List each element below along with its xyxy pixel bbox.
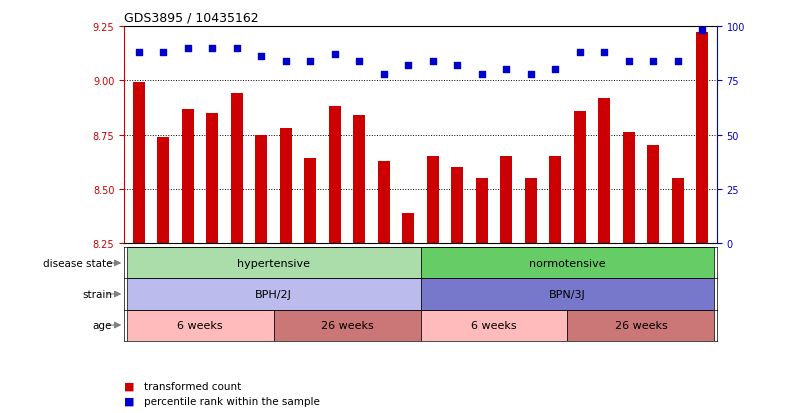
Bar — [280, 129, 292, 244]
Bar — [671, 178, 684, 244]
Text: GDS3895 / 10435162: GDS3895 / 10435162 — [124, 11, 259, 24]
Text: BPN/3J: BPN/3J — [549, 289, 586, 299]
Bar — [256, 135, 268, 244]
Point — [475, 71, 488, 78]
Text: percentile rank within the sample: percentile rank within the sample — [144, 396, 320, 406]
Point — [622, 58, 635, 65]
Bar — [525, 178, 537, 244]
Bar — [377, 161, 390, 244]
Point — [500, 67, 513, 74]
Bar — [598, 98, 610, 244]
Text: BPH/2J: BPH/2J — [256, 289, 292, 299]
Text: ■: ■ — [124, 396, 135, 406]
Point — [451, 63, 464, 69]
Bar — [622, 133, 635, 244]
Bar — [427, 157, 439, 244]
Bar — [127, 310, 274, 341]
Point — [426, 58, 439, 65]
Text: ■: ■ — [124, 381, 135, 391]
Text: normotensive: normotensive — [529, 258, 606, 268]
Point — [255, 54, 268, 61]
Bar — [567, 310, 714, 341]
Point — [353, 58, 366, 65]
Bar — [574, 112, 586, 244]
Text: disease state: disease state — [42, 258, 112, 268]
Point — [182, 45, 195, 52]
Bar — [206, 114, 219, 244]
Text: 6 weeks: 6 weeks — [471, 320, 517, 330]
Text: strain: strain — [83, 289, 112, 299]
Point — [574, 50, 586, 56]
Bar — [549, 157, 562, 244]
Bar — [696, 33, 708, 244]
Bar — [182, 109, 194, 244]
Bar — [157, 138, 170, 244]
Bar — [353, 116, 365, 244]
Point — [304, 58, 316, 65]
Bar — [328, 107, 341, 244]
Bar — [500, 157, 513, 244]
Bar — [231, 94, 243, 244]
Bar — [476, 178, 488, 244]
Point — [132, 50, 145, 56]
Point — [231, 45, 244, 52]
Point — [377, 71, 390, 78]
Text: hypertensive: hypertensive — [237, 258, 310, 268]
Point — [280, 58, 292, 65]
Point — [206, 45, 219, 52]
Point — [328, 52, 341, 58]
Bar — [127, 248, 421, 279]
Bar — [647, 146, 659, 244]
Text: 6 weeks: 6 weeks — [177, 320, 223, 330]
Point — [549, 67, 562, 74]
Bar — [274, 310, 421, 341]
Point — [525, 71, 537, 78]
Point — [598, 50, 610, 56]
Point — [696, 28, 709, 35]
Bar — [133, 83, 145, 244]
Point — [671, 58, 684, 65]
Text: 26 weeks: 26 weeks — [320, 320, 373, 330]
Text: 26 weeks: 26 weeks — [614, 320, 667, 330]
Bar — [127, 279, 421, 310]
Text: transformed count: transformed count — [144, 381, 241, 391]
Text: age: age — [93, 320, 112, 330]
Bar — [304, 159, 316, 244]
Bar — [421, 279, 714, 310]
Bar — [421, 310, 567, 341]
Bar — [421, 248, 714, 279]
Point — [646, 58, 659, 65]
Bar — [451, 168, 464, 244]
Point — [402, 63, 415, 69]
Bar — [402, 213, 414, 244]
Point — [157, 50, 170, 56]
